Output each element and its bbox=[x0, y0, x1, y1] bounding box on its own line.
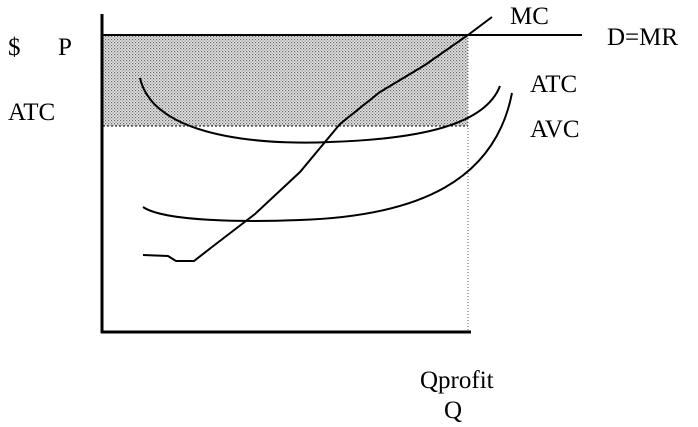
atc-curve bbox=[139, 77, 501, 144]
qprofit-label: Qprofit bbox=[420, 367, 494, 394]
mc-label: MC bbox=[510, 3, 549, 30]
mc-curve bbox=[142, 16, 493, 262]
dollar-label: $ bbox=[8, 34, 21, 61]
demand-label: D=MR bbox=[607, 24, 678, 51]
profit-area bbox=[103, 35, 468, 126]
atc-axis-label: ATC bbox=[8, 99, 55, 126]
avc-curve-label: AVC bbox=[530, 116, 580, 143]
atc-curve-label: ATC bbox=[530, 71, 577, 98]
q-axis-label: Q bbox=[444, 397, 462, 424]
avc-curve bbox=[142, 92, 513, 222]
price-label: P bbox=[58, 34, 72, 61]
